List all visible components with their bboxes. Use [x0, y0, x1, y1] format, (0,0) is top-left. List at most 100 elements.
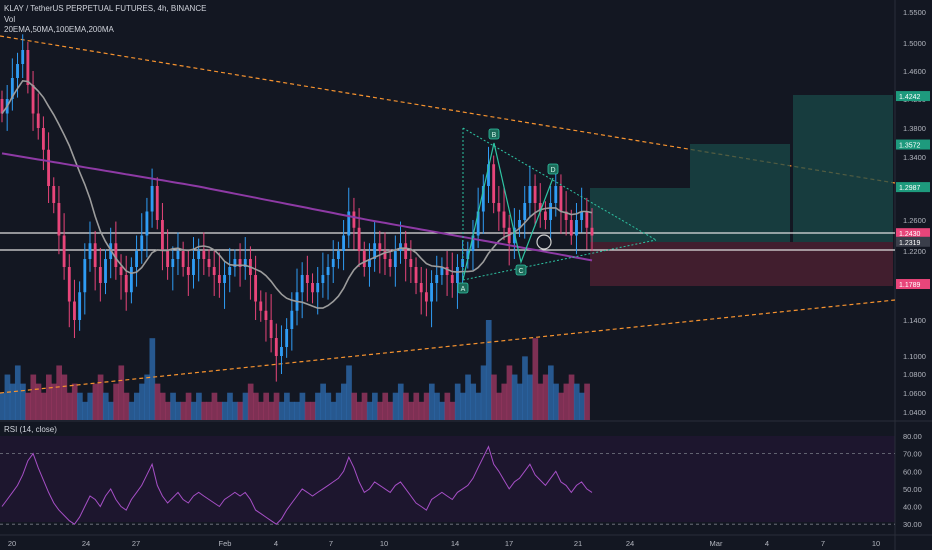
volume-bar: [397, 383, 404, 420]
volume-bar: [454, 383, 461, 420]
candle-body: [368, 259, 371, 267]
candle-body: [445, 267, 449, 275]
pattern-point-label: C: [518, 268, 523, 275]
volume-bar: [14, 365, 21, 420]
volume-bar: [180, 401, 187, 420]
candle-body: [554, 186, 558, 203]
candle-body: [476, 211, 480, 236]
candle-body: [171, 259, 175, 267]
volume-bar: [366, 401, 373, 420]
candle-body: [512, 227, 516, 244]
candle-body: [487, 164, 490, 186]
price-tick-label: 1.1000: [903, 352, 926, 361]
volume-bar: [584, 383, 590, 420]
volume-bar: [418, 401, 425, 420]
volume-legend[interactable]: Vol: [4, 15, 16, 24]
candle-body: [228, 267, 232, 275]
volume-bar: [377, 401, 383, 420]
candle-body: [104, 259, 107, 283]
pattern-point-marker: [488, 128, 500, 140]
ma50-line: [1, 79, 593, 309]
volume-bar: [516, 383, 523, 420]
volume-bar: [423, 392, 430, 420]
time-tick-label: Feb: [219, 539, 232, 548]
candle-body: [140, 235, 144, 251]
candle-body: [419, 283, 423, 293]
candle-body: [492, 164, 496, 203]
candle-body: [450, 275, 454, 283]
volume-bar: [133, 392, 140, 420]
rsi-tick-label: 40.00: [903, 503, 922, 512]
price-label-tag: [896, 236, 930, 247]
candle-body: [41, 128, 45, 150]
volume-bar: [475, 392, 482, 420]
volume-bar: [434, 392, 440, 420]
price-tick-label: 1.2600: [903, 216, 926, 225]
candle-body: [269, 320, 273, 338]
candle-body: [559, 186, 563, 212]
volume-bar: [9, 383, 16, 420]
candle-body: [393, 251, 397, 267]
volume-bar: [258, 401, 264, 420]
price-tick-label: 1.5000: [903, 39, 926, 48]
volume-bar: [403, 392, 409, 420]
symbol-title[interactable]: KLAY / TetherUS PERPETUAL FUTURES, 4h, B…: [4, 4, 207, 13]
candle-body: [409, 259, 413, 267]
volume-bar: [439, 401, 445, 420]
moving-averages-legend[interactable]: 20EMA,50MA,100EMA,200MA: [4, 25, 114, 34]
candle-body: [435, 275, 439, 283]
volume-bar: [501, 383, 508, 420]
volume-bar: [154, 383, 161, 420]
volume-bar: [558, 392, 565, 420]
target-box-3: [793, 95, 893, 242]
candle-body: [135, 251, 138, 267]
volume-bar: [304, 401, 311, 420]
price-label-tag: [896, 182, 930, 193]
time-tick-label: 14: [451, 539, 459, 548]
volume-bar: [527, 374, 533, 420]
volume-bar: [87, 392, 94, 420]
volume-bar: [320, 383, 326, 420]
candle-body: [254, 275, 258, 302]
volume-bar: [216, 401, 223, 420]
volume-bar: [460, 392, 466, 420]
time-tick-label: 7: [329, 539, 333, 548]
candle-body: [62, 235, 66, 267]
candle-body: [564, 211, 568, 220]
volume-bar: [511, 374, 518, 420]
candle-body: [145, 211, 149, 236]
candle-body: [233, 259, 237, 267]
volume-bar: [444, 392, 451, 420]
volume-bar: [325, 392, 332, 420]
candle-body: [10, 78, 14, 99]
time-tick-label: 24: [82, 539, 90, 548]
volume-bar: [108, 401, 114, 420]
volume-bar: [299, 392, 306, 420]
candle-body: [212, 267, 216, 275]
candle-body: [461, 259, 465, 267]
volume-bar: [537, 383, 544, 420]
candle-body: [575, 220, 578, 236]
lower-trendline: [0, 299, 896, 394]
price-label-text: 1.1789: [899, 282, 921, 289]
price-label-text: 1.3572: [899, 143, 921, 150]
candle-body: [424, 292, 428, 302]
candle-body: [243, 259, 247, 267]
volume-bar: [237, 401, 244, 420]
volume-bar: [242, 392, 249, 420]
price-label-tag: [896, 139, 930, 150]
candle-body: [290, 310, 294, 329]
candle-body: [481, 186, 485, 212]
pattern-legs: [462, 142, 554, 281]
volume-bar: [485, 320, 492, 420]
volume-bar: [340, 383, 347, 420]
volume-bar: [149, 338, 156, 420]
candle-body: [114, 243, 118, 267]
rsi-legend[interactable]: RSI (14, close): [4, 425, 57, 434]
volume-bar: [201, 401, 207, 420]
pattern-point-label: A: [461, 286, 466, 293]
price-tick-label: 1.1400: [903, 316, 926, 325]
candle-body: [98, 267, 102, 283]
